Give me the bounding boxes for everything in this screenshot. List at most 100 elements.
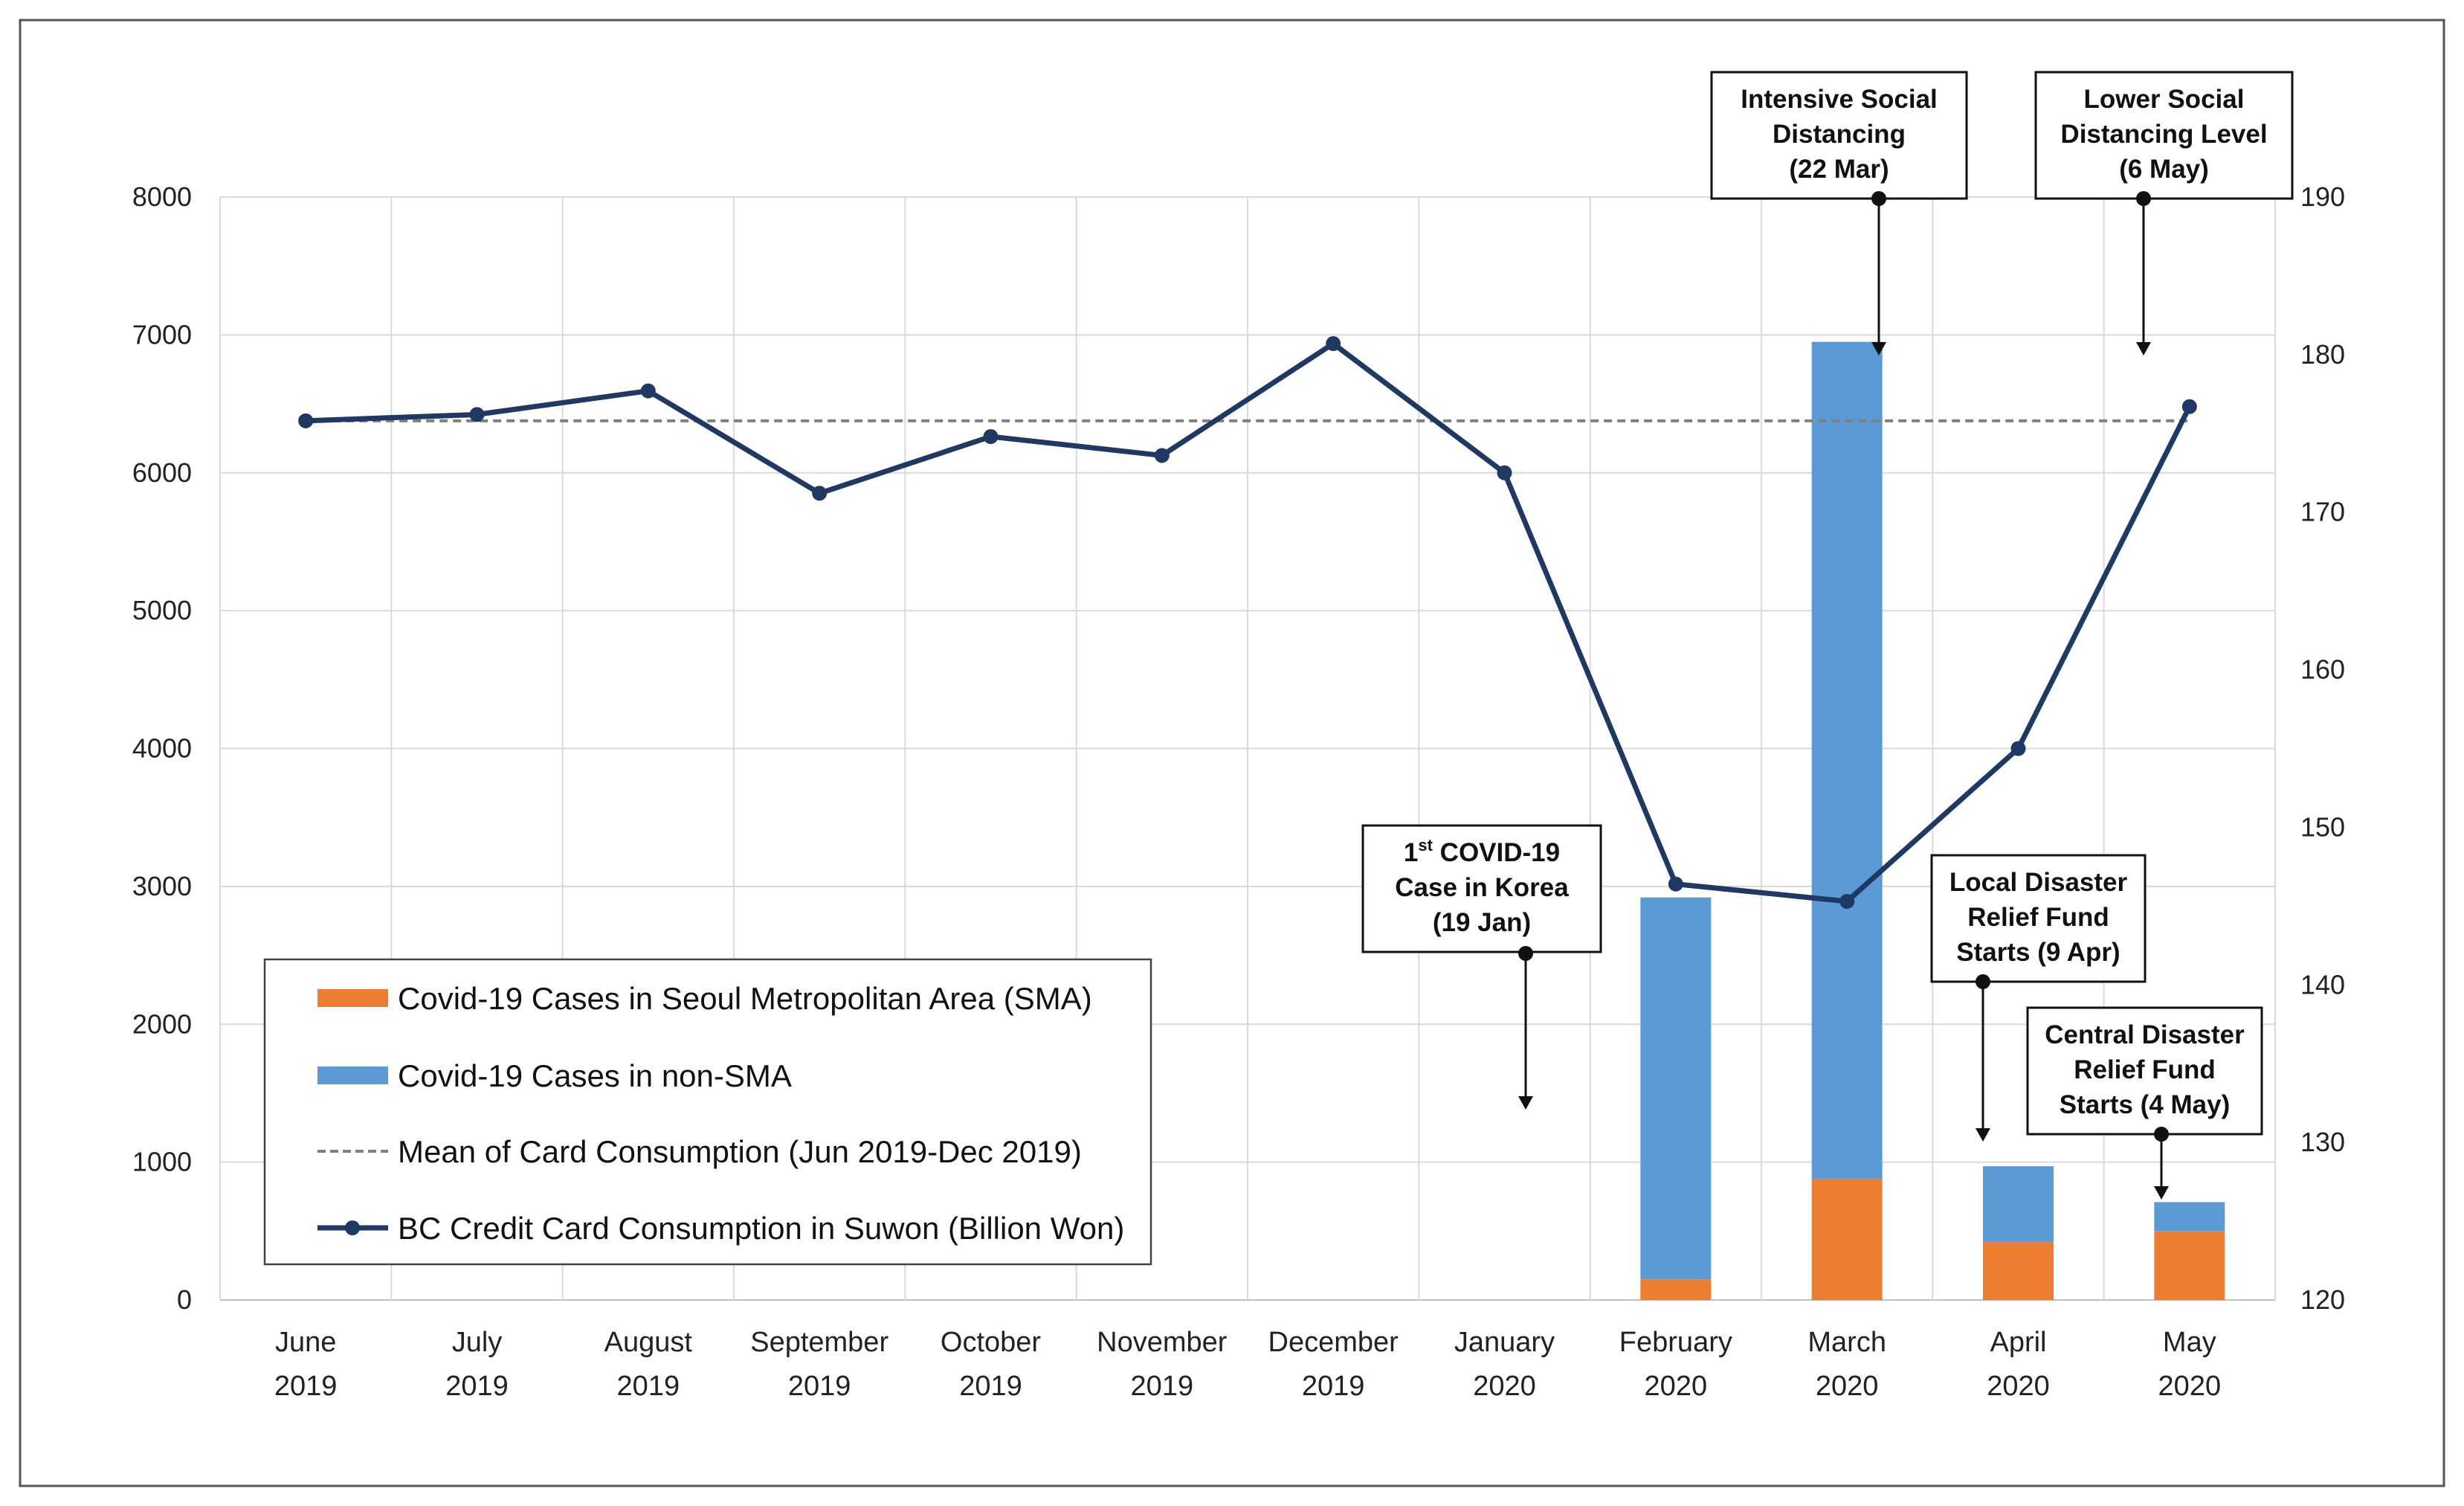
legend-swatch-sma xyxy=(317,989,388,1007)
x-tick-month: July xyxy=(452,1327,503,1358)
x-tick-month: December xyxy=(1268,1327,1399,1358)
legend-label-mean: Mean of Card Consumption (Jun 2019-Dec 2… xyxy=(398,1134,1082,1169)
bar-non-sma xyxy=(2154,1202,2225,1232)
right-axis-tick: 160 xyxy=(2300,654,2345,685)
annotation-text: Lower Social xyxy=(2084,85,2245,114)
x-tick-month: April xyxy=(1990,1327,2046,1358)
left-axis-tick: 3000 xyxy=(132,871,192,901)
annotation-text: Starts (4 May) xyxy=(2060,1090,2231,1119)
axis-ticks: 0 1000 2000 3000 4000 5000 6000 7000 8000 120 130 1… xyxy=(132,181,2345,1315)
consumption-point xyxy=(640,383,656,399)
legend-swatch-non-sma xyxy=(317,1066,388,1084)
x-tick-year: 2020 xyxy=(1473,1371,1536,1402)
x-tick-year: 2020 xyxy=(2158,1371,2222,1402)
x-tick-month: August xyxy=(604,1327,693,1358)
annotation-arrow-head xyxy=(1871,342,1886,355)
left-axis-tick: 1000 xyxy=(132,1147,192,1177)
consumption-point xyxy=(1154,448,1170,463)
annotations: 1st COVID-19 Case in Korea (19 Jan) Intensi… xyxy=(1361,71,2294,1200)
annotation-text: (19 Jan) xyxy=(1433,908,1531,937)
bar-sma xyxy=(1811,1178,1883,1300)
annotation-text: Central Disaster xyxy=(2045,1020,2245,1049)
legend-label-sma: Covid-19 Cases in Seoul Metropolitan Are… xyxy=(398,981,1092,1016)
x-tick-year: 2019 xyxy=(1131,1371,1194,1402)
annotation-text: Relief Fund xyxy=(2074,1055,2216,1084)
left-axis-tick: 7000 xyxy=(132,319,192,350)
left-axis-tick: 8000 xyxy=(132,181,192,212)
consumption-point xyxy=(298,413,314,428)
x-tick-year: 2020 xyxy=(1645,1371,1708,1402)
x-tick-month: June xyxy=(275,1327,336,1358)
x-tick-month: November xyxy=(1097,1327,1228,1358)
left-axis-tick: 5000 xyxy=(132,595,192,625)
right-axis-tick: 190 xyxy=(2300,181,2345,212)
annotation-text: Distancing xyxy=(1773,120,1906,149)
x-tick-month: March xyxy=(1807,1327,1886,1358)
x-tick-year: 2019 xyxy=(274,1371,338,1402)
x-tick-month: February xyxy=(1619,1327,1732,1358)
left-axis-tick: 6000 xyxy=(132,457,192,488)
bar-non-sma xyxy=(1811,341,1883,1179)
x-tick-year: 2020 xyxy=(1987,1371,2050,1402)
annotation-box xyxy=(1710,71,1968,200)
annotation-box xyxy=(2026,1006,2263,1136)
annotation-text: Intensive Social xyxy=(1741,85,1938,114)
annotation-text: 1st COVID-19 xyxy=(1404,836,1560,867)
x-tick-year: 2019 xyxy=(1302,1371,1365,1402)
consumption-line-group xyxy=(298,336,2197,910)
annotation-arrow-head xyxy=(2136,342,2151,355)
bar-non-sma xyxy=(1983,1166,2054,1243)
annotation-text: Distancing Level xyxy=(2060,120,2267,149)
legend-swatch-consumption-marker xyxy=(345,1220,360,1235)
annotation-text: Relief Fund xyxy=(1967,903,2109,932)
bar-sma xyxy=(2154,1231,2225,1300)
x-tick-year: 2020 xyxy=(1816,1371,1879,1402)
annotation-arrow-head xyxy=(2154,1186,2169,1200)
bars xyxy=(1640,341,2225,1300)
legend-label-consumption: BC Credit Card Consumption in Suwon (Bil… xyxy=(398,1211,1124,1246)
right-axis-tick: 140 xyxy=(2300,969,2345,1000)
bar-non-sma xyxy=(1640,897,1712,1280)
consumption-point xyxy=(1668,876,1683,892)
x-tick-year: 2019 xyxy=(959,1371,1022,1402)
annotation-text: Case in Korea xyxy=(1395,873,1569,902)
right-axis-tick: 150 xyxy=(2300,811,2345,842)
consumption-line xyxy=(306,341,2192,904)
consumption-point xyxy=(1497,465,1512,480)
legend-label-non-sma: Covid-19 Cases in non-SMA xyxy=(398,1058,792,1093)
annotation-box xyxy=(1361,824,1602,953)
annotation-box xyxy=(1930,854,2147,983)
annotation-text: (22 Mar) xyxy=(1789,155,1889,184)
legend-box xyxy=(263,958,1152,1266)
x-tick-month: January xyxy=(1454,1327,1555,1358)
right-axis-tick: 130 xyxy=(2300,1127,2345,1157)
annotation-arrow-head xyxy=(1976,1128,1990,1142)
consumption-point xyxy=(812,486,828,501)
x-tick-month: October xyxy=(941,1327,1042,1358)
outer-border xyxy=(19,19,2445,1487)
x-axis-labels: June 2019 July 2019 August 2019 September 2019 O… xyxy=(274,1327,2221,1402)
x-tick-year: 2019 xyxy=(617,1371,680,1402)
right-axis-tick: 170 xyxy=(2300,497,2345,527)
annotation-text: (6 May) xyxy=(2119,155,2209,184)
x-tick-year: 2019 xyxy=(788,1371,851,1402)
consumption-point xyxy=(2010,741,2026,756)
legend: Covid-19 Cases in Seoul Metropolitan Are… xyxy=(263,958,1152,1266)
annotation-text: Local Disaster xyxy=(1949,868,2128,897)
right-axis-tick: 120 xyxy=(2300,1284,2345,1315)
x-tick-year: 2019 xyxy=(445,1371,509,1402)
left-axis-tick: 4000 xyxy=(132,733,192,764)
x-tick-month: September xyxy=(750,1327,888,1358)
bar-sma xyxy=(1640,1279,1712,1300)
right-axis-tick: 180 xyxy=(2300,339,2345,370)
bar-sma xyxy=(1983,1242,2054,1300)
consumption-point xyxy=(1326,336,1341,352)
annotation-arrow-head xyxy=(1518,1096,1533,1110)
x-tick-month: May xyxy=(2163,1327,2216,1358)
annotation-text: Starts (9 Apr) xyxy=(1956,938,2120,967)
consumption-point xyxy=(1839,894,1855,910)
consumption-point xyxy=(2181,399,2197,414)
left-axis-tick: 0 xyxy=(177,1284,192,1315)
consumption-point xyxy=(469,407,485,422)
